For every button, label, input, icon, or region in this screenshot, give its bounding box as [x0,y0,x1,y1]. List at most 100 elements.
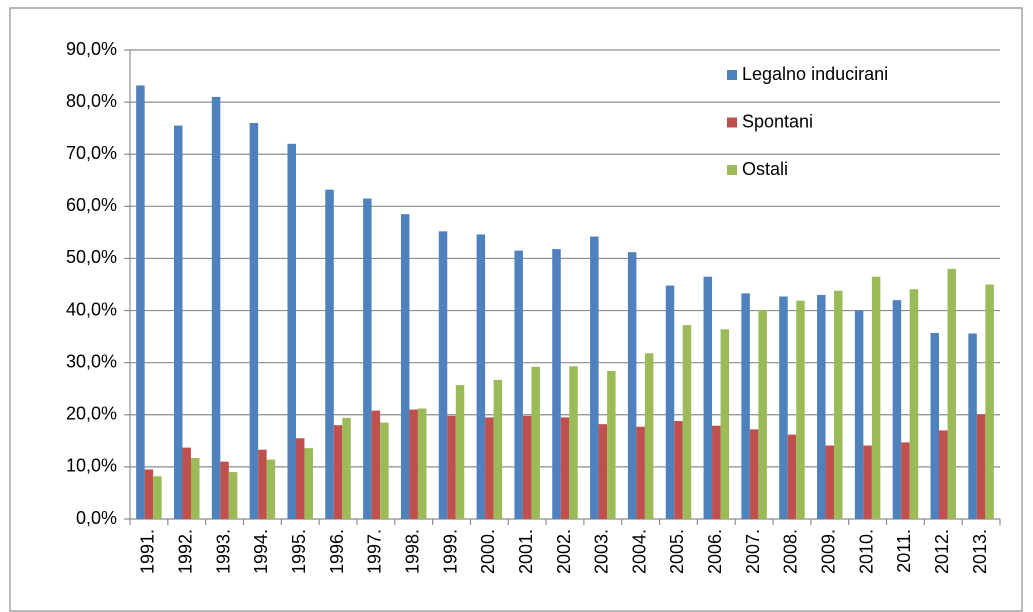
bar [325,189,334,519]
bar [947,268,957,519]
bar [560,417,570,519]
bar [438,231,448,519]
y-tick-label: 0,0% [76,508,117,528]
bar [380,422,389,519]
bar [258,449,267,519]
bar [190,458,200,519]
bar [371,410,381,519]
bar [854,310,864,519]
legend-label: Legalno inducirani [742,64,888,84]
bar [182,447,191,519]
x-tick-label: 2011. [894,529,914,573]
x-tick-label: 2003. [592,529,612,574]
bar [173,125,183,520]
bar [985,284,994,519]
bar [871,276,881,519]
y-tick-label: 90,0% [66,39,117,59]
bar [266,459,276,519]
y-tick-label: 10,0% [66,456,117,476]
x-tick-label: 2000. [478,529,498,574]
bar [522,415,532,519]
bar [636,426,645,519]
bar [939,430,948,519]
x-tick-label: 1991. [138,529,158,574]
bar [825,445,835,519]
bar [493,379,503,519]
bar [153,476,162,519]
x-tick-label: 1996. [327,529,347,574]
bar [834,290,843,519]
bar [598,424,608,519]
x-tick-label: 2012. [932,529,952,574]
bar [901,442,910,519]
bar [249,122,259,519]
bar [968,333,977,519]
bar [211,96,221,520]
legend-label: Spontani [742,111,813,131]
bar [333,425,343,519]
x-tick-label: 2004. [629,529,649,574]
bar [712,425,721,519]
bar [703,276,713,519]
y-tick-label: 40,0% [66,299,117,319]
bar [787,434,797,519]
bar [455,385,465,519]
y-tick-label: 80,0% [66,91,117,111]
x-tick-label: 2008. [781,529,801,574]
x-tick-label: 2013. [970,529,990,574]
bar [892,300,902,519]
x-tick-label: 1992. [175,529,195,574]
x-tick-label: 1997. [365,529,385,574]
bar [682,325,692,519]
bar [287,143,296,520]
bar [228,472,238,519]
bar [476,234,486,519]
bar [485,417,494,519]
x-tick-label: 2005. [667,529,687,574]
bar [779,296,788,519]
bar [342,417,351,519]
x-tick-label: 1998. [402,529,422,574]
x-tick-label: 2002. [554,529,574,574]
bar [531,366,540,519]
bar [590,236,599,519]
x-tick-label: 2001. [516,529,536,574]
y-tick-label: 20,0% [66,404,117,424]
x-tick-label: 2010. [856,529,876,574]
bar [796,300,805,519]
bar [447,415,456,519]
bar [417,408,427,519]
bar [136,85,145,520]
bar [144,469,154,519]
bar [569,366,578,519]
bar [976,414,986,519]
y-tick-label: 60,0% [66,195,117,215]
bar [607,371,616,519]
bar [749,429,759,519]
y-tick-label: 70,0% [66,143,117,163]
x-tick-label: 2009. [819,529,839,574]
bar [909,289,919,519]
bar [817,294,826,519]
bar [363,198,372,519]
x-tick-label: 2006. [705,529,725,574]
x-tick-label: 1993. [213,529,233,574]
x-tick-label: 2007. [743,529,763,574]
x-tick-label: 1994. [251,529,271,574]
bar [741,293,750,519]
bar [930,332,940,519]
bar [758,310,767,519]
bar [665,285,675,519]
bar [863,445,872,519]
bar [304,448,313,519]
legend-swatch [727,70,737,80]
legend-swatch [727,117,737,128]
bar [627,252,637,520]
bar [674,421,683,519]
bar [552,249,561,519]
bar [720,329,730,519]
bar [514,250,523,519]
legend-label: Ostali [742,159,788,179]
bar [400,214,410,519]
